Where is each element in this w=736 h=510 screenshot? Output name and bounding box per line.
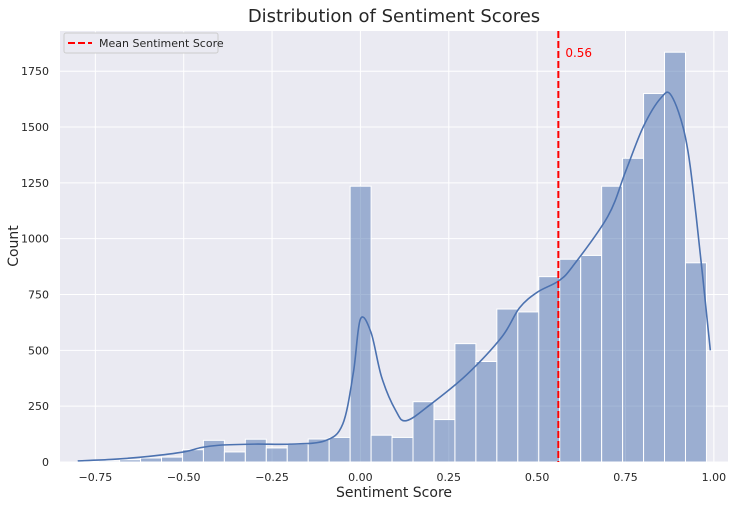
histogram-bars [77, 51, 707, 463]
histogram-bar-14 [370, 434, 393, 463]
histogram-bar-15 [391, 436, 414, 463]
x-tick-label-1: −0.50 [167, 471, 201, 484]
y-tick-label-1: 250 [28, 400, 49, 413]
y-axis-label: Count [6, 225, 22, 267]
histogram-bar-1 [98, 460, 121, 463]
x-tick-label-2: −0.25 [255, 471, 289, 484]
histogram-bar-8 [244, 438, 267, 463]
y-tick-label-4: 1000 [21, 233, 49, 246]
histogram-bar-7 [223, 451, 246, 463]
x-tick-label-6: 0.75 [613, 471, 638, 484]
histogram-bar-13 [349, 185, 372, 463]
histogram-bar-24 [580, 254, 603, 463]
y-tick-label-7: 1750 [21, 65, 49, 78]
legend-mean-label: Mean Sentiment Score [99, 37, 224, 50]
histogram-bar-27 [643, 93, 666, 463]
histogram-bar-12 [328, 436, 351, 463]
histogram-bar-22 [538, 276, 561, 463]
x-tick-label-7: 1.00 [702, 471, 727, 484]
x-tick-label-4: 0.25 [437, 471, 462, 484]
histogram-bar-18 [454, 343, 477, 463]
kde-curve [77, 91, 712, 462]
histogram-bar-20 [496, 308, 519, 463]
histogram-bar-3 [140, 457, 163, 463]
mean-value-label: 0.56 [565, 46, 592, 60]
histogram-bar-29 [684, 262, 707, 463]
histogram-bar-25 [601, 185, 624, 463]
x-tick-label-5: 0.50 [525, 471, 550, 484]
x-tick-label-0: −0.75 [78, 471, 112, 484]
y-tick-label-0: 0 [42, 456, 49, 469]
x-tick-label-3: 0.00 [348, 471, 373, 484]
histogram-bar-10 [286, 443, 309, 463]
histogram-bar-28 [664, 51, 686, 463]
histogram-bar-19 [475, 361, 498, 463]
y-axis-ticks: 0 250 500 750 1000 1250 1500 1750 [21, 65, 49, 469]
x-axis-label: Sentiment Score [336, 485, 452, 501]
histogram-bar-4 [161, 456, 183, 463]
histogram-bar-2 [119, 459, 142, 463]
y-tick-label-5: 1250 [21, 177, 49, 190]
y-tick-label-3: 750 [28, 289, 49, 302]
histogram-bar-17 [433, 419, 456, 463]
histogram-bar-9 [265, 447, 288, 463]
histogram-bar-23 [559, 258, 582, 463]
y-tick-label-2: 500 [28, 344, 49, 357]
histogram-bar-21 [517, 311, 540, 463]
legend-box [63, 32, 219, 54]
chart-title: Distribution of Sentiment Scores [248, 6, 540, 27]
legend: Mean Sentiment Score [63, 32, 224, 54]
y-tick-label-6: 1500 [21, 121, 49, 134]
histogram-bar-6 [202, 439, 225, 463]
x-axis-ticks: −0.75 −0.50 −0.25 0.00 0.25 0.50 0.75 1.00 [78, 471, 726, 484]
histogram-bar-26 [622, 157, 645, 463]
